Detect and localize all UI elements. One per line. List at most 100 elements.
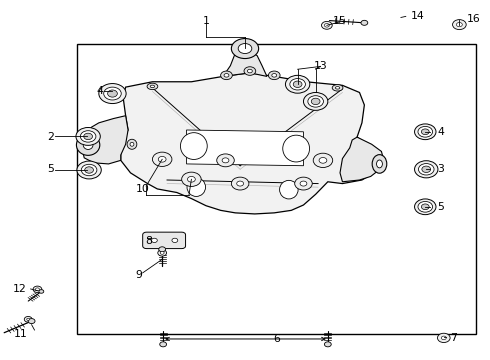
Circle shape (361, 20, 368, 25)
Circle shape (422, 166, 431, 172)
Circle shape (300, 181, 307, 186)
Circle shape (27, 318, 30, 320)
Circle shape (160, 251, 164, 254)
Circle shape (24, 316, 32, 322)
Circle shape (39, 290, 44, 293)
Ellipse shape (180, 133, 207, 159)
Ellipse shape (130, 142, 134, 146)
Circle shape (104, 87, 121, 100)
Circle shape (415, 161, 438, 178)
Circle shape (231, 177, 249, 190)
Circle shape (76, 127, 100, 145)
Circle shape (188, 176, 196, 182)
Ellipse shape (372, 155, 387, 173)
Circle shape (290, 78, 305, 90)
Circle shape (224, 73, 229, 77)
Text: 3: 3 (438, 164, 444, 174)
Circle shape (158, 157, 166, 162)
Circle shape (321, 21, 332, 29)
Ellipse shape (376, 160, 382, 168)
Circle shape (272, 73, 277, 77)
Circle shape (269, 71, 280, 80)
Circle shape (415, 199, 436, 215)
Circle shape (313, 153, 333, 167)
Polygon shape (223, 51, 267, 76)
Circle shape (158, 249, 167, 256)
Circle shape (286, 75, 310, 93)
Text: 4: 4 (97, 86, 103, 96)
Circle shape (324, 342, 331, 347)
Circle shape (77, 161, 101, 179)
Circle shape (303, 93, 328, 111)
Circle shape (319, 157, 327, 163)
Text: 13: 13 (314, 61, 327, 71)
Circle shape (421, 204, 429, 210)
Ellipse shape (332, 85, 343, 91)
Polygon shape (82, 116, 128, 164)
Text: 9: 9 (135, 270, 142, 280)
Ellipse shape (280, 180, 298, 199)
Circle shape (222, 158, 229, 163)
Ellipse shape (283, 135, 310, 162)
Ellipse shape (76, 135, 100, 156)
Circle shape (172, 238, 178, 243)
Text: 6: 6 (273, 334, 280, 344)
Circle shape (33, 286, 42, 293)
Circle shape (311, 98, 320, 105)
Circle shape (160, 342, 167, 347)
Circle shape (418, 163, 434, 175)
Circle shape (159, 247, 166, 252)
Circle shape (293, 81, 302, 87)
Circle shape (294, 177, 312, 190)
Ellipse shape (147, 83, 158, 90)
Text: 4: 4 (438, 127, 444, 137)
Text: 1: 1 (202, 16, 209, 26)
Circle shape (217, 154, 234, 167)
Circle shape (237, 181, 244, 186)
Ellipse shape (335, 87, 340, 89)
Circle shape (457, 22, 462, 27)
Circle shape (231, 39, 259, 59)
Circle shape (182, 172, 201, 186)
Circle shape (152, 152, 172, 166)
Text: 5: 5 (438, 202, 444, 212)
Ellipse shape (150, 85, 155, 87)
Circle shape (324, 23, 329, 27)
Text: 7: 7 (450, 333, 457, 343)
Circle shape (220, 71, 232, 80)
Circle shape (80, 131, 96, 142)
Circle shape (81, 164, 97, 176)
Polygon shape (187, 130, 303, 166)
Text: 8: 8 (145, 236, 152, 246)
Polygon shape (121, 73, 379, 214)
Circle shape (238, 44, 252, 54)
Circle shape (441, 336, 446, 340)
Text: 12: 12 (13, 284, 27, 294)
Circle shape (244, 67, 256, 75)
Circle shape (418, 202, 433, 212)
Text: 5: 5 (48, 164, 54, 174)
Circle shape (438, 333, 450, 342)
Bar (77, 44, 476, 334)
Ellipse shape (187, 178, 205, 197)
Circle shape (151, 238, 157, 243)
Circle shape (418, 126, 433, 137)
Text: 16: 16 (466, 14, 480, 24)
Ellipse shape (83, 140, 93, 149)
Circle shape (247, 69, 252, 73)
Polygon shape (340, 137, 384, 182)
Circle shape (453, 19, 466, 30)
Circle shape (35, 288, 39, 291)
Circle shape (28, 319, 35, 324)
Circle shape (85, 167, 94, 173)
Circle shape (84, 133, 93, 140)
Text: 15: 15 (333, 16, 346, 26)
Text: 2: 2 (48, 132, 54, 142)
FancyBboxPatch shape (143, 232, 186, 249)
Circle shape (421, 129, 429, 135)
Circle shape (415, 124, 436, 140)
Circle shape (99, 84, 126, 104)
Text: 11: 11 (14, 329, 28, 339)
Circle shape (308, 96, 323, 107)
Text: 10: 10 (135, 184, 149, 194)
